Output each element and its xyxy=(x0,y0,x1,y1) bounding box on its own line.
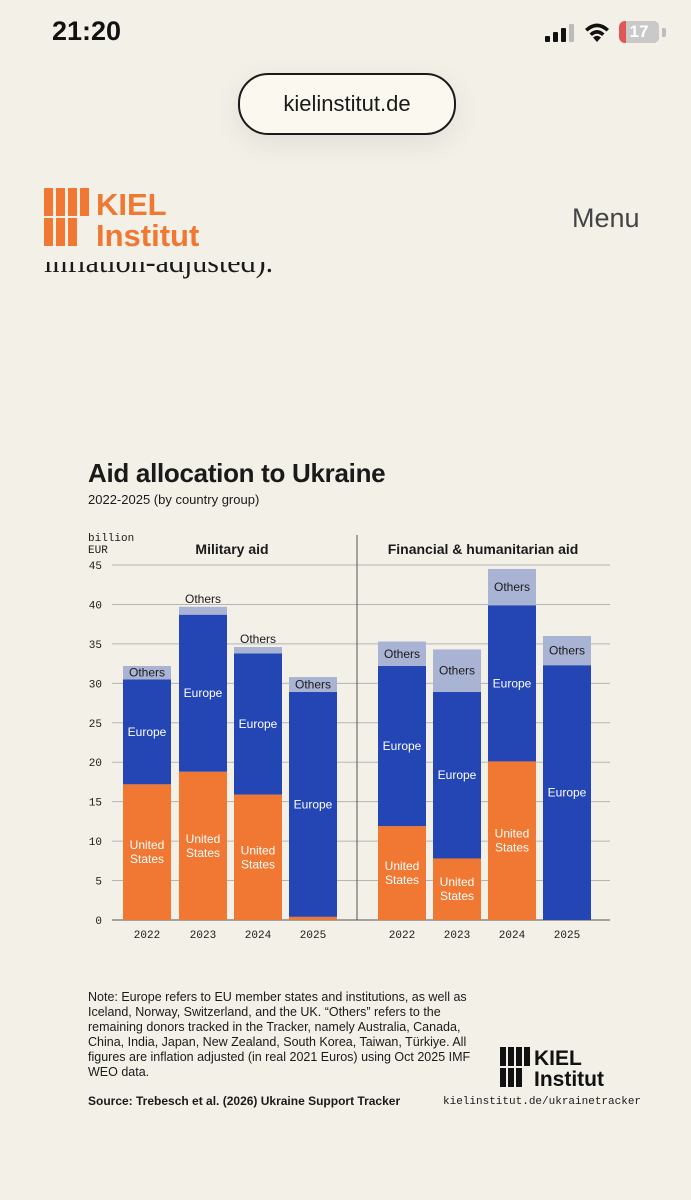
bar-segment xyxy=(433,858,481,920)
panel-title: Military aid xyxy=(195,541,268,557)
bar-segment xyxy=(179,606,227,615)
y-tick-label: 30 xyxy=(89,679,102,691)
data-label: States xyxy=(186,846,220,860)
data-label: United xyxy=(495,827,530,841)
data-label: States xyxy=(440,889,474,903)
chart-title: Aid allocation to Ukraine xyxy=(88,458,386,488)
x-tick-label: 2023 xyxy=(444,930,470,942)
panel-title: Financial & humanitarian aid xyxy=(388,541,579,557)
x-tick-label: 2022 xyxy=(389,930,415,942)
address-bar[interactable]: kielinstitut.de xyxy=(238,73,456,135)
x-tick-label: 2022 xyxy=(134,930,160,942)
y-tick-label: 35 xyxy=(89,640,102,652)
y-axis-label: billion xyxy=(88,533,134,545)
bar-segment xyxy=(378,826,426,920)
kiel-institut-logo[interactable]: KIEL Institut xyxy=(44,186,224,250)
bar-segment xyxy=(123,784,171,920)
data-label: Others xyxy=(240,632,276,646)
status-time: 21:20 xyxy=(52,16,122,46)
cellular-signal-icon xyxy=(545,24,574,42)
article-text: inflation-adjusted). xyxy=(44,262,274,279)
y-tick-label: 5 xyxy=(95,877,102,889)
bar-segment xyxy=(179,614,227,772)
data-label: Others xyxy=(549,644,585,658)
data-label: Others xyxy=(129,666,165,680)
chart-subtitle: 2022-2025 (by country group) xyxy=(88,492,260,507)
bar-segment xyxy=(378,641,426,666)
bar-segment xyxy=(289,677,337,693)
wifi-icon xyxy=(585,23,609,42)
data-label: United xyxy=(385,859,420,873)
data-label: Europe xyxy=(184,686,223,700)
x-tick-label: 2024 xyxy=(245,930,272,942)
menu-button[interactable]: Menu xyxy=(572,203,640,233)
y-tick-label: 25 xyxy=(89,719,102,731)
data-label: United xyxy=(440,875,475,889)
bar-segment xyxy=(123,665,171,680)
data-label: Others xyxy=(494,580,530,594)
tracker-url[interactable]: kielinstitut.de/ukrainetracker xyxy=(443,1096,642,1108)
y-axis-label-unit: EUR xyxy=(88,545,108,557)
data-label: United xyxy=(130,838,165,852)
data-label: Others xyxy=(185,592,221,606)
data-label: Europe xyxy=(438,768,477,782)
x-tick-label: 2024 xyxy=(499,930,526,942)
bar-segment xyxy=(488,568,536,606)
chart-source: Source: Trebesch et al. (2026) Ukraine S… xyxy=(88,1094,401,1108)
bar-segment xyxy=(378,665,426,827)
bar-segment xyxy=(234,794,282,920)
y-tick-label: 45 xyxy=(89,561,102,573)
bar-segment xyxy=(543,665,591,920)
status-bar: 21:20 17 xyxy=(0,0,691,64)
data-label: Others xyxy=(295,678,331,692)
bar-segment xyxy=(179,771,227,920)
svg-text:Institut: Institut xyxy=(96,218,199,250)
data-label: Others xyxy=(439,664,475,678)
y-tick-label: 15 xyxy=(89,798,102,810)
bar-segment xyxy=(488,605,536,762)
data-label: States xyxy=(385,873,419,887)
data-label: Europe xyxy=(128,725,167,739)
data-label: United xyxy=(186,832,221,846)
data-label: Europe xyxy=(548,786,587,800)
y-tick-label: 10 xyxy=(89,837,102,849)
y-tick-label: 20 xyxy=(89,758,102,770)
data-label: States xyxy=(495,841,529,855)
battery-level: 17 xyxy=(629,22,649,41)
bar-segment xyxy=(488,761,536,920)
bar-segment xyxy=(289,916,337,920)
bar-segment xyxy=(433,649,481,693)
data-label: Europe xyxy=(294,797,333,811)
svg-text:KIEL: KIEL xyxy=(534,1047,582,1070)
data-label: States xyxy=(241,857,275,871)
bar-segment xyxy=(289,692,337,917)
data-label: United xyxy=(241,843,276,857)
chart-note: Note: Europe refers to EU member states … xyxy=(88,990,471,1079)
kiel-institut-logo-small: KIEL Institut xyxy=(500,1047,604,1088)
data-label: Europe xyxy=(239,717,278,731)
data-label: Europe xyxy=(493,676,532,690)
bar-segment xyxy=(234,653,282,795)
bar-segment xyxy=(234,647,282,654)
x-tick-label: 2023 xyxy=(190,930,216,942)
y-tick-label: 0 xyxy=(95,916,102,928)
bar-segment xyxy=(123,679,171,785)
bar-segment xyxy=(433,692,481,859)
y-tick-label: 40 xyxy=(89,600,102,612)
data-label: Others xyxy=(384,647,420,661)
x-tick-label: 2025 xyxy=(554,930,580,942)
svg-text:KIEL: KIEL xyxy=(96,187,167,222)
data-label: Europe xyxy=(383,739,422,753)
data-label: States xyxy=(130,852,164,866)
bar-segment xyxy=(543,636,591,666)
x-tick-label: 2025 xyxy=(300,930,326,942)
svg-text:Institut: Institut xyxy=(534,1068,604,1088)
